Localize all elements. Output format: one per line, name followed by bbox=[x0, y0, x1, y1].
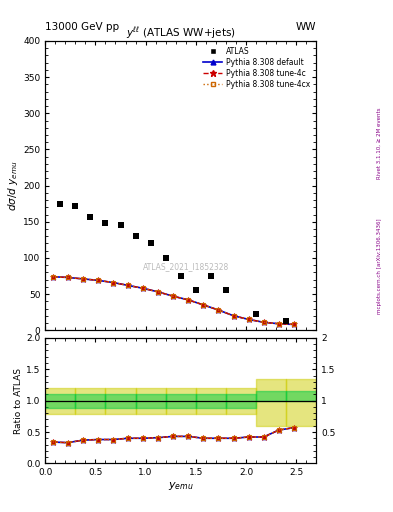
Y-axis label: Ratio to ATLAS: Ratio to ATLAS bbox=[14, 368, 23, 434]
Text: 13000 GeV pp: 13000 GeV pp bbox=[45, 22, 119, 32]
Point bbox=[87, 212, 94, 221]
Text: ATLAS_2021_I1852328: ATLAS_2021_I1852328 bbox=[143, 262, 230, 271]
Text: WW: WW bbox=[296, 22, 316, 32]
Point bbox=[193, 286, 199, 294]
Y-axis label: $d\sigma/d\ y_{emu}$: $d\sigma/d\ y_{emu}$ bbox=[6, 160, 20, 211]
Legend: ATLAS, Pythia 8.308 default, Pythia 8.308 tune-4c, Pythia 8.308 tune-4cx: ATLAS, Pythia 8.308 default, Pythia 8.30… bbox=[201, 45, 312, 91]
Point bbox=[208, 272, 214, 280]
Point bbox=[72, 202, 79, 210]
Point bbox=[132, 232, 139, 240]
Point bbox=[147, 240, 154, 248]
Point bbox=[253, 310, 259, 318]
Point bbox=[178, 272, 184, 280]
Point bbox=[118, 221, 124, 229]
Point bbox=[163, 254, 169, 262]
Point bbox=[57, 200, 63, 208]
Point bbox=[283, 317, 289, 325]
Title: $y^{\ell\ell}$ (ATLAS WW+jets): $y^{\ell\ell}$ (ATLAS WW+jets) bbox=[126, 25, 236, 41]
Point bbox=[223, 286, 229, 294]
Text: mcplots.cern.ch [arXiv:1306.3436]: mcplots.cern.ch [arXiv:1306.3436] bbox=[377, 219, 382, 314]
Text: Rivet 3.1.10, ≥ 2M events: Rivet 3.1.10, ≥ 2M events bbox=[377, 108, 382, 179]
Point bbox=[102, 219, 108, 227]
X-axis label: $y_{emu}$: $y_{emu}$ bbox=[168, 480, 194, 492]
